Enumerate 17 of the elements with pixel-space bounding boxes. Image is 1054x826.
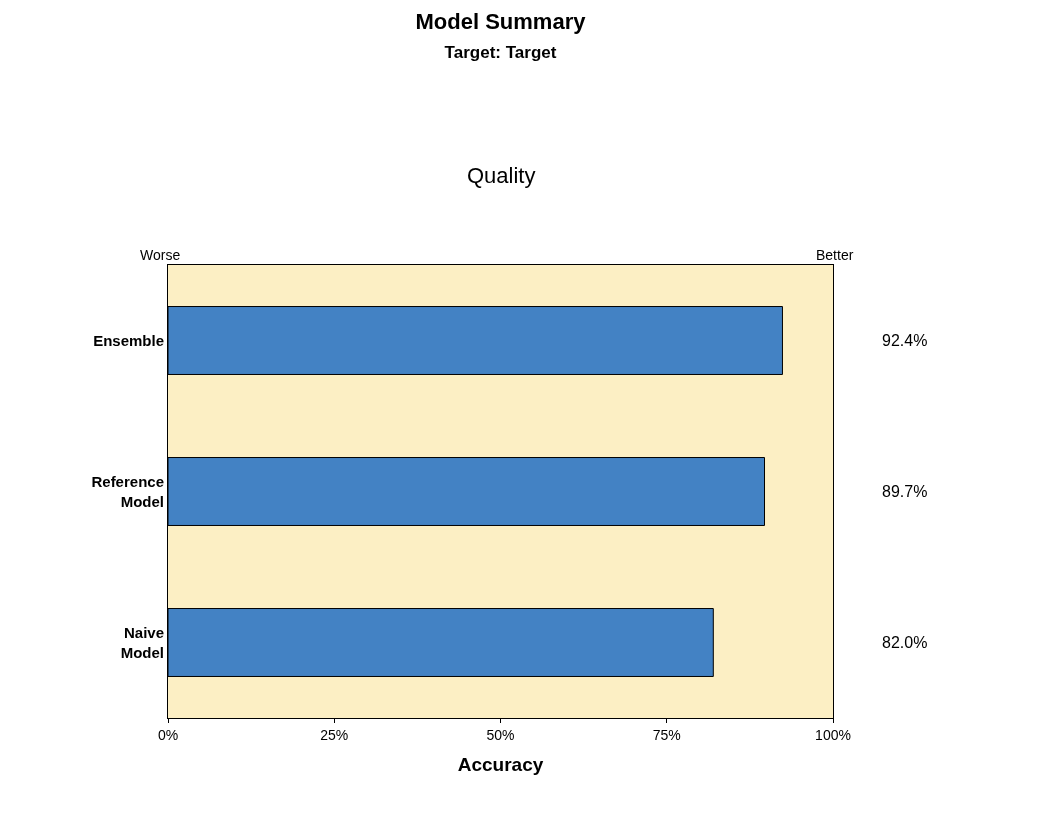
chart-subtitle: Target: Target	[444, 42, 557, 62]
x-tick-label: 100%	[815, 726, 851, 743]
text: Quality	[467, 163, 536, 188]
y-tick-label: Naive Model	[120, 624, 164, 661]
data-label: 82.0%	[882, 634, 928, 651]
text: Worse	[140, 247, 181, 263]
data-label: 89.7%	[882, 483, 928, 500]
y-tick-label: Ensemble	[93, 331, 164, 349]
y-tick-label: Reference Model	[91, 473, 164, 510]
x-tick-label: 0%	[157, 726, 179, 743]
text: Better	[816, 247, 854, 263]
x-tick-label: 75%	[652, 726, 681, 743]
x-axis-title: Accuracy	[457, 753, 544, 775]
x-tick-label: 25%	[320, 726, 349, 743]
data-label: 92.4%	[882, 332, 928, 349]
x-tick-label: 50%	[486, 726, 515, 743]
chart-title: Model Summary	[415, 8, 587, 34]
